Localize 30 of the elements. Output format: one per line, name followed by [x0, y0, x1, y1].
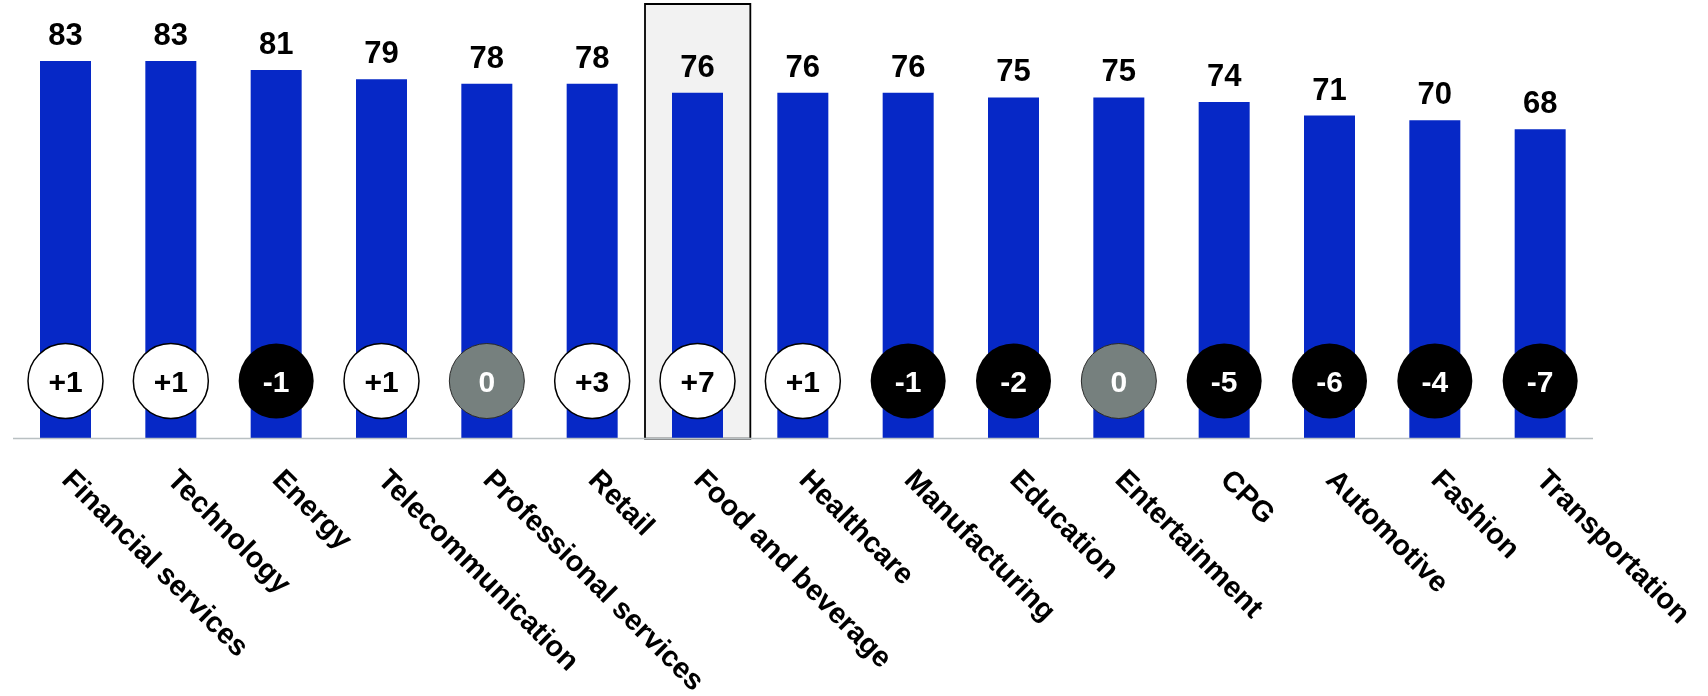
data-label: 76: [785, 48, 821, 84]
data-label: 78: [469, 39, 505, 75]
data-label: 83: [48, 17, 83, 52]
annotation: 0: [1110, 364, 1128, 398]
data-label: 68: [1522, 85, 1558, 121]
data-label: 76: [680, 48, 715, 84]
data-label: 76: [890, 48, 926, 84]
data-label: 74: [1206, 57, 1243, 93]
annotation: +1: [785, 364, 820, 398]
annotation: -1: [262, 364, 290, 398]
annotation: -1: [894, 364, 922, 398]
annotation: +7: [680, 364, 715, 398]
data-label: 83: [153, 17, 189, 52]
annotation: -6: [1316, 364, 1343, 398]
annotation: +1: [364, 364, 399, 398]
annotation: +3: [575, 364, 610, 398]
annotation: -4: [1421, 364, 1449, 398]
data-label: 79: [364, 35, 399, 71]
annotation: 0: [478, 364, 496, 398]
annotation: -7: [1526, 364, 1554, 398]
annotation: -2: [1000, 364, 1027, 398]
data-label: 70: [1417, 76, 1453, 112]
annotation: +1: [48, 364, 83, 398]
data-label: 75: [1101, 53, 1137, 89]
data-label: 75: [996, 53, 1031, 89]
data-label: 81: [258, 26, 294, 62]
annotation: -5: [1210, 364, 1238, 398]
data-label: 78: [574, 39, 610, 75]
annotation: +1: [153, 364, 188, 398]
data-label: 71: [1312, 71, 1347, 107]
